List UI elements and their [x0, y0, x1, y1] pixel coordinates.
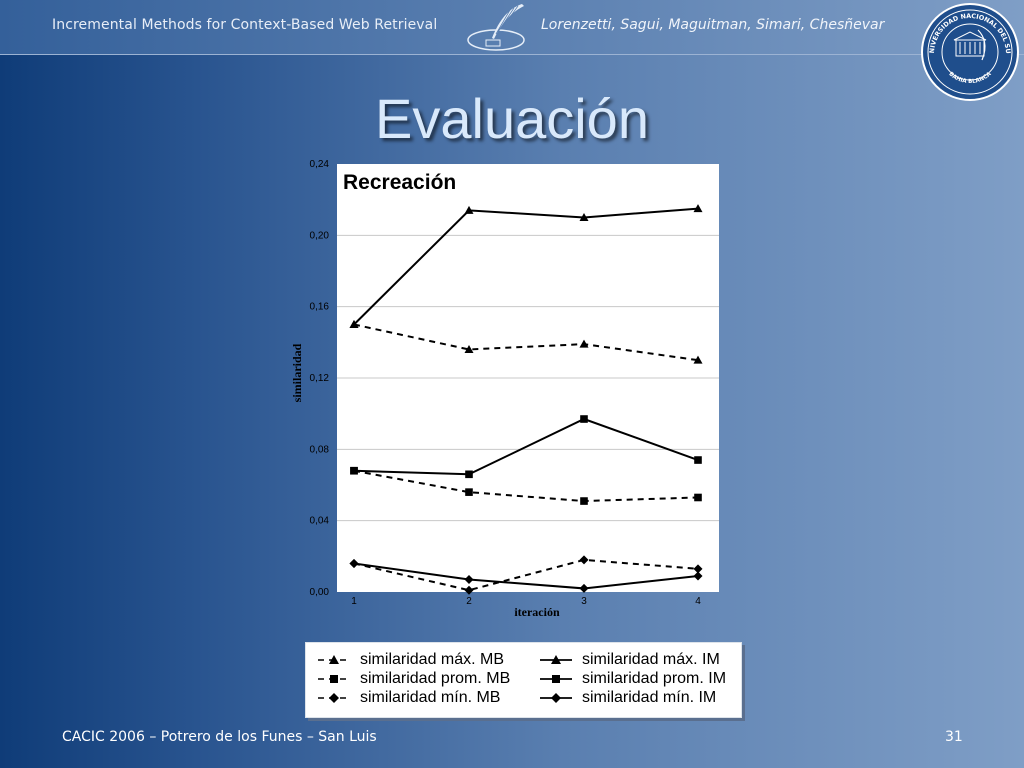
y-tick-label: 0,16: [310, 302, 330, 313]
series-line: [353, 417, 699, 476]
data-point: [694, 456, 702, 464]
data-point: [350, 466, 358, 475]
x-tick-label: 2: [466, 596, 472, 607]
y-tick-label: 0,12: [310, 373, 330, 384]
legend-label: similaridad máx. MB: [360, 651, 505, 668]
x-axis-label: iteración: [514, 605, 560, 619]
x-tick-label: 4: [695, 596, 701, 607]
data-point: [465, 488, 473, 496]
data-point: [464, 205, 474, 214]
header-title: Incremental Methods for Context-Based We…: [52, 17, 438, 33]
series-line: [353, 207, 699, 326]
legend-symbol-dashed-triangle-icon: [318, 655, 350, 664]
slide-title: Evaluación: [375, 87, 649, 150]
y-tick-label: 0,00: [310, 587, 330, 598]
data-point: [580, 415, 588, 423]
data-point: [579, 339, 589, 348]
series-line: [353, 323, 699, 362]
y-tick-label: 0,08: [310, 444, 330, 455]
legend-label: similaridad mín. IM: [582, 689, 717, 706]
y-axis-label: similaridad: [290, 343, 304, 402]
legend-symbol-solid-diamond-icon: [540, 693, 572, 703]
x-tick-label: 3: [581, 596, 587, 607]
data-point: [464, 344, 474, 353]
series-line: [353, 469, 699, 503]
legend-symbol-dashed-square-icon: [318, 675, 350, 683]
header-authors: Lorenzetti, Sagui, Maguitman, Simari, Ch…: [541, 17, 885, 33]
legend-label: similaridad mín. MB: [360, 689, 501, 706]
data-point: [579, 583, 589, 593]
data-point: [464, 585, 474, 595]
data-point: [579, 555, 589, 565]
y-tick-label: 0,24: [310, 159, 330, 170]
quill-logo-icon: [467, 4, 525, 51]
x-tick-label: 1: [351, 596, 357, 607]
y-tick-label: 0,04: [310, 516, 330, 527]
data-point: [579, 213, 589, 221]
data-point: [693, 204, 703, 213]
footer-page-number: 31: [945, 729, 963, 745]
data-point: [465, 470, 473, 479]
series-line: [353, 562, 699, 590]
legend-symbol-dashed-diamond-icon: [318, 693, 350, 703]
chart-title: Recreación: [343, 171, 456, 194]
y-tick-label: 0,20: [310, 230, 330, 241]
chart-legend: similaridad máx. MB similaridad prom. MB…: [305, 642, 742, 718]
data-point: [694, 493, 702, 502]
data-point: [349, 320, 359, 328]
legend-label: similaridad máx. IM: [582, 651, 720, 668]
data-point: [693, 355, 703, 364]
footer-conference: CACIC 2006 – Potrero de los Funes – San …: [62, 729, 377, 745]
data-point: [693, 571, 703, 581]
series-line: [353, 558, 699, 592]
legend-label: similaridad prom. MB: [360, 670, 511, 687]
line-chart: 0,00 0,04 0,08 0,12 0,16 0,20 0,24 1 2 3 4 Recrea…: [290, 159, 719, 619]
legend-symbol-solid-square-icon: [540, 675, 572, 683]
legend-label: similaridad prom. IM: [582, 670, 727, 687]
legend-symbol-solid-triangle-icon: [540, 655, 572, 664]
data-point: [464, 575, 474, 585]
data-point: [580, 497, 588, 505]
data-point: [693, 564, 703, 574]
data-point: [349, 558, 359, 568]
university-seal-icon: UNIVERSIDAD NACIONAL DEL SUR BAHIA BLANC…: [918, 2, 1019, 101]
